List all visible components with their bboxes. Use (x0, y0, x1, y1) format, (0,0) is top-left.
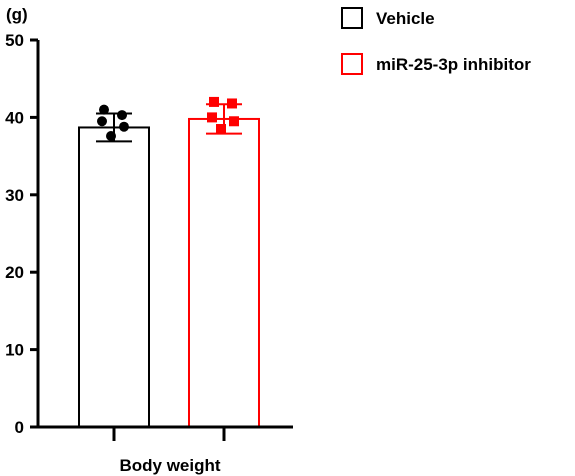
bar-vehicle (78, 126, 150, 428)
data-point (119, 121, 129, 132)
legend-item: Vehicle (341, 7, 435, 29)
bar-mir-25-3p-inhibitor (188, 117, 260, 428)
x-axis-label: Body weight (119, 456, 220, 475)
y-axis-label: (g) (6, 5, 28, 24)
y-tick-label: 40 (5, 108, 24, 127)
legend: Vehicle miR-25-3p inhibitor (341, 7, 531, 75)
data-point (216, 124, 226, 135)
y-tick-label: 50 (5, 31, 24, 50)
data-point (227, 98, 237, 109)
data-point (97, 116, 107, 127)
data-point (207, 112, 217, 123)
y-tick-label: 30 (5, 186, 24, 205)
y-tick-label: 0 (15, 418, 24, 437)
y-tick-label: 20 (5, 263, 24, 282)
legend-item: miR-25-3p inhibitor (341, 53, 531, 75)
legend-swatch (341, 53, 363, 75)
data-point (99, 104, 109, 115)
legend-label: Vehicle (376, 9, 435, 28)
legend-swatch (341, 7, 363, 29)
y-tick-label: 10 (5, 341, 24, 360)
legend-label: miR-25-3p inhibitor (376, 55, 531, 74)
data-point (106, 130, 116, 141)
data-point (117, 110, 127, 121)
data-point (209, 96, 219, 107)
data-point (229, 116, 239, 127)
